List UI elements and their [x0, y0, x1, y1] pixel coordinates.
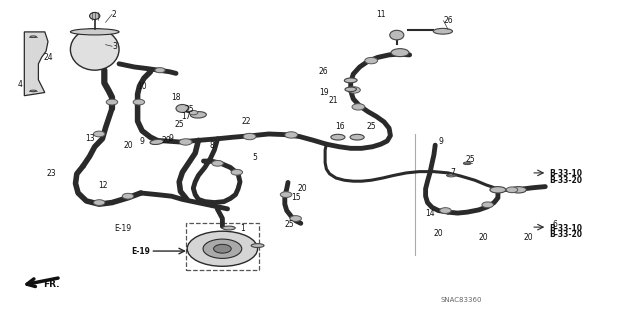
Circle shape — [365, 57, 378, 64]
Text: 20: 20 — [124, 141, 133, 150]
Text: 9: 9 — [140, 137, 145, 146]
Circle shape — [285, 132, 298, 138]
Ellipse shape — [331, 134, 345, 140]
Ellipse shape — [391, 48, 409, 57]
Text: B-33-10: B-33-10 — [549, 224, 582, 233]
Text: E-19: E-19 — [114, 224, 131, 233]
Text: FR.: FR. — [44, 280, 60, 289]
Text: B-33-10: B-33-10 — [549, 169, 582, 178]
Circle shape — [179, 139, 192, 145]
Text: B-33-20: B-33-20 — [549, 230, 582, 239]
Text: 16: 16 — [335, 122, 344, 130]
Circle shape — [93, 131, 105, 137]
Ellipse shape — [344, 78, 357, 83]
Text: B-33-20: B-33-20 — [549, 176, 582, 185]
Circle shape — [189, 110, 198, 115]
Ellipse shape — [176, 104, 189, 113]
Ellipse shape — [251, 244, 264, 248]
Ellipse shape — [30, 36, 36, 38]
Text: 17: 17 — [181, 112, 191, 121]
Circle shape — [231, 169, 243, 175]
Text: 8: 8 — [210, 141, 214, 150]
Text: 25: 25 — [285, 220, 294, 229]
Text: 15: 15 — [291, 193, 301, 202]
Bar — [186, 223, 259, 270]
Text: 25: 25 — [184, 105, 194, 114]
Ellipse shape — [345, 87, 356, 92]
Text: 11: 11 — [376, 10, 386, 19]
Ellipse shape — [150, 139, 164, 145]
Ellipse shape — [30, 90, 36, 92]
Text: 2: 2 — [112, 10, 116, 19]
Text: 20: 20 — [434, 229, 444, 238]
Text: 20: 20 — [162, 136, 172, 145]
Circle shape — [93, 200, 105, 205]
Circle shape — [506, 187, 518, 193]
Text: 10: 10 — [138, 82, 147, 91]
Circle shape — [203, 239, 242, 258]
Ellipse shape — [433, 28, 452, 34]
Ellipse shape — [511, 187, 527, 193]
Text: 21: 21 — [328, 96, 338, 105]
Circle shape — [482, 202, 493, 208]
Circle shape — [155, 68, 165, 73]
Ellipse shape — [70, 29, 119, 35]
Text: 25: 25 — [175, 120, 184, 129]
Text: 12: 12 — [98, 181, 108, 189]
Text: 20: 20 — [298, 184, 307, 193]
Text: 7: 7 — [450, 168, 455, 177]
Text: 13: 13 — [85, 134, 95, 143]
Circle shape — [212, 160, 223, 166]
Circle shape — [348, 87, 360, 93]
Ellipse shape — [447, 174, 456, 177]
Ellipse shape — [191, 112, 206, 118]
Ellipse shape — [223, 226, 236, 230]
Text: 25: 25 — [466, 155, 476, 164]
Text: 18: 18 — [172, 93, 181, 102]
Circle shape — [133, 99, 145, 105]
Text: 24: 24 — [44, 53, 53, 62]
Text: 23: 23 — [47, 169, 56, 178]
Text: 20: 20 — [479, 233, 488, 242]
Text: 9: 9 — [438, 137, 444, 146]
Text: 14: 14 — [426, 209, 435, 218]
Text: 4: 4 — [18, 80, 23, 89]
Ellipse shape — [70, 29, 119, 70]
Ellipse shape — [463, 162, 471, 165]
Circle shape — [187, 231, 257, 266]
Circle shape — [106, 99, 118, 105]
Ellipse shape — [390, 30, 404, 40]
Circle shape — [243, 133, 256, 140]
Text: 25: 25 — [367, 122, 376, 130]
Text: 9: 9 — [168, 134, 173, 143]
Text: SNAC83360: SNAC83360 — [440, 297, 482, 303]
Circle shape — [280, 192, 292, 197]
Ellipse shape — [350, 134, 364, 140]
Circle shape — [352, 104, 365, 110]
Ellipse shape — [90, 12, 100, 19]
Text: E-19: E-19 — [131, 247, 150, 256]
Text: 26: 26 — [444, 16, 453, 25]
Text: 3: 3 — [112, 42, 117, 51]
Text: 1: 1 — [240, 224, 244, 233]
Text: 26: 26 — [319, 67, 328, 76]
Polygon shape — [24, 32, 48, 96]
Text: 22: 22 — [242, 117, 252, 126]
Circle shape — [122, 193, 134, 199]
Ellipse shape — [490, 187, 506, 193]
Circle shape — [214, 244, 231, 253]
Text: 19: 19 — [319, 88, 328, 97]
Circle shape — [290, 216, 301, 221]
Text: 6: 6 — [552, 220, 557, 229]
Circle shape — [440, 208, 451, 213]
Text: 20: 20 — [524, 233, 533, 242]
Text: 5: 5 — [253, 153, 258, 162]
